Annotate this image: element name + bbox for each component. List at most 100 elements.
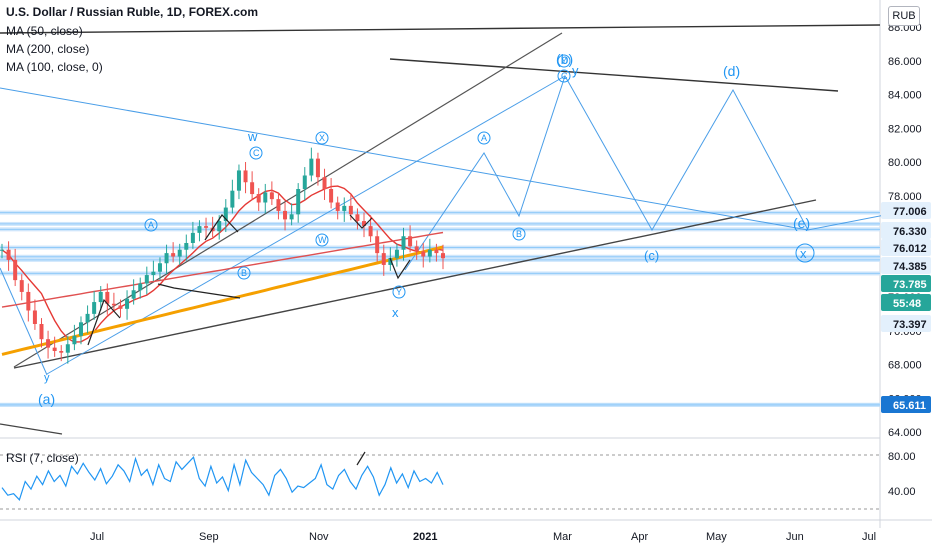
upper-trendline	[0, 24, 881, 34]
candle-body-10	[65, 344, 70, 353]
wave-label-w: w	[247, 129, 258, 144]
candle-body-58	[381, 253, 386, 265]
candle-body-0	[0, 249, 4, 251]
price-label-bg-1	[881, 222, 931, 239]
wave-label-x-bottom: x	[392, 305, 399, 320]
candle-body-61	[401, 236, 406, 250]
candle-body-41	[269, 192, 274, 200]
candle-body-51	[335, 202, 340, 211]
candle-body-63	[414, 246, 419, 252]
candle-body-47	[309, 158, 314, 176]
candle-body-3	[19, 280, 24, 292]
candle-body-56	[368, 226, 373, 237]
candle-body-29	[190, 232, 195, 243]
price-tick-10: 68.000	[888, 360, 922, 372]
price-label-6: 73.397	[893, 319, 927, 331]
circle-b-left-text: B	[241, 268, 247, 278]
candle-body-12	[78, 322, 83, 336]
rising-channel-line	[13, 32, 563, 368]
support-trendline	[13, 199, 817, 369]
time-tick-jul: Jul	[90, 531, 104, 543]
rsi-indicator-label[interactable]: RSI (7, close)	[6, 451, 79, 465]
candle-body-38	[250, 182, 255, 195]
time-tick-jun: Jun	[786, 531, 804, 543]
circle-b-right-text: B	[516, 229, 522, 239]
circle-b-right: B	[512, 227, 526, 241]
candle-body-21	[138, 283, 143, 291]
circle-x-top-text: X	[319, 133, 325, 143]
candle-body-6	[39, 324, 44, 340]
candle-body-39	[256, 194, 261, 203]
price-tick-12: 64.000	[888, 427, 922, 439]
time-tick-jul-2: Jul	[862, 531, 876, 543]
descending-blue-line	[0, 87, 809, 231]
indicator-ma200[interactable]: MA (200, close)	[6, 42, 90, 56]
candle-body-40	[263, 192, 268, 203]
wave-segments	[87, 214, 411, 346]
candle-body-54	[355, 214, 360, 222]
circle-a-left: A	[144, 218, 158, 232]
candle-body-14	[92, 302, 97, 314]
candle-body-27	[177, 249, 182, 257]
price-tick-5: 78.000	[888, 191, 922, 203]
wave-projection-forecast	[404, 74, 901, 271]
candle-body-60	[394, 249, 399, 259]
trendlines	[0, 24, 901, 435]
price-label-7: 65.611	[893, 400, 926, 412]
currency-button[interactable]: RUB	[888, 6, 920, 26]
candle-body-18	[118, 305, 123, 309]
time-tick-may: May	[706, 531, 727, 543]
chart-title: U.S. Dollar / Russian Ruble, 1D, FOREX.c…	[6, 5, 259, 19]
candle-body-64	[421, 251, 426, 257]
candle-body-55	[362, 221, 367, 227]
candle-body-34	[223, 207, 228, 222]
candle-body-30	[197, 226, 202, 233]
indicator-ma50[interactable]: MA (50, close)	[6, 24, 83, 38]
candle-body-46	[302, 175, 307, 189]
candle-body-44	[289, 214, 294, 220]
price-label-bg-2	[881, 239, 931, 256]
candle-body-48	[315, 158, 320, 178]
price-label-bg-4	[881, 275, 931, 292]
circle-c-w-text: C	[253, 148, 260, 158]
wave-label-x-circle	[795, 243, 815, 263]
rsi-tick-40: 40.00	[888, 486, 916, 498]
candle-body-15	[98, 291, 103, 303]
candlesticks	[0, 147, 445, 364]
candle-body-5	[32, 310, 37, 324]
indicator-ma100[interactable]: MA (100, close, 0)	[6, 60, 103, 74]
candle-body-67	[441, 253, 445, 259]
candle-body-57	[375, 236, 380, 254]
circle-b-left: B	[237, 266, 251, 280]
wave-projection	[0, 267, 48, 376]
circle-y-bottom-text: Y	[396, 287, 402, 297]
candle-body-49	[322, 177, 327, 189]
circle-a-right-text: A	[481, 133, 487, 143]
candle-body-22	[144, 275, 149, 284]
price-tick-2: 84.000	[888, 90, 922, 102]
candle-body-16	[105, 291, 110, 304]
wave-label-x-right: x	[800, 246, 807, 261]
price-labels: 77.006 76.330 76.012 74.385 73.785 55:48 73.39…	[881, 202, 931, 413]
circle-y-top: Y	[557, 54, 571, 68]
blue-channel-line	[46, 75, 566, 375]
time-axis[interactable]: Jul Sep Nov 2021 Mar Apr May Jun Jul	[90, 531, 876, 543]
circle-a-right: A	[477, 131, 491, 145]
circled-wave-labels: C X A W A B B Y Y C X	[144, 54, 571, 299]
candle-body-25	[164, 253, 169, 264]
candle-body-43	[283, 210, 288, 220]
price-tick-3: 82.000	[888, 123, 922, 135]
candle-body-66	[434, 249, 439, 254]
candle-body-62	[408, 236, 413, 247]
candle-body-11	[72, 335, 77, 345]
time-tick-nov: Nov	[309, 531, 329, 543]
price-tick-1: 86.000	[888, 56, 922, 68]
candle-body-50	[329, 189, 334, 203]
circle-c-top-text: C	[561, 71, 568, 81]
candle-body-19	[125, 298, 130, 309]
candle-body-26	[171, 253, 176, 257]
candle-body-31	[204, 226, 209, 228]
candle-body-42	[276, 199, 281, 211]
candle-body-23	[151, 271, 156, 276]
